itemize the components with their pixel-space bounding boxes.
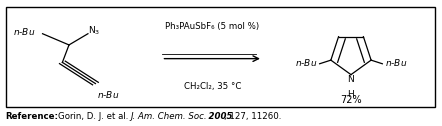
Text: N: N <box>347 75 354 84</box>
Text: N$_3$: N$_3$ <box>88 25 100 37</box>
Text: $n$-Bu: $n$-Bu <box>295 57 317 68</box>
Text: Gorin, D. J. et al.: Gorin, D. J. et al. <box>58 112 130 121</box>
Text: 72%: 72% <box>340 95 362 105</box>
Text: H: H <box>347 90 354 99</box>
Text: Reference:: Reference: <box>5 112 58 121</box>
Text: Ph₃PAuSbF₆ (5 mol %): Ph₃PAuSbF₆ (5 mol %) <box>165 22 259 31</box>
Text: $n$-Bu: $n$-Bu <box>97 89 119 100</box>
Text: CH₂Cl₂, 35 °C: CH₂Cl₂, 35 °C <box>183 82 241 91</box>
Text: , 127, 11260.: , 127, 11260. <box>224 112 281 121</box>
Text: $n$-Bu: $n$-Bu <box>13 26 35 37</box>
Text: $n$-Bu: $n$-Bu <box>385 57 407 68</box>
Text: J. Am. Chem. Soc.: J. Am. Chem. Soc. <box>131 112 207 121</box>
Text: 2005: 2005 <box>205 112 232 121</box>
